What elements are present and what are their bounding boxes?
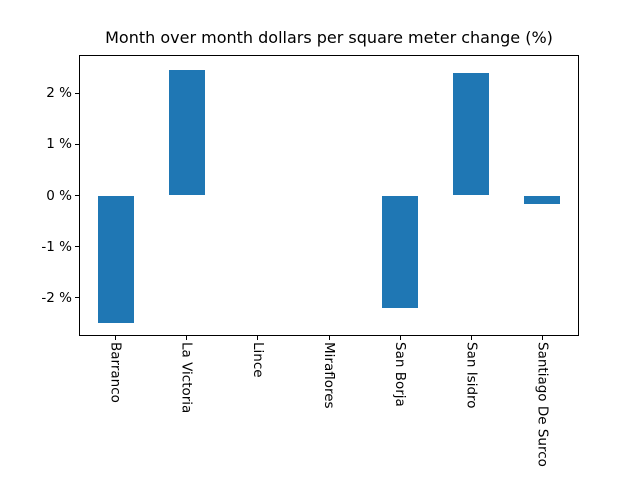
y-tick-mark [75, 143, 79, 145]
bar-santiago-de-surco [524, 195, 561, 204]
x-tick-mark [115, 336, 117, 340]
y-tick-label: -2 % [41, 289, 72, 306]
bar-san-borja [382, 195, 419, 308]
x-tick-mark [257, 336, 259, 340]
y-tick-mark [75, 92, 79, 94]
bar-barranco [97, 195, 134, 323]
y-tick-label: 1 % [46, 136, 72, 153]
x-tick-mark [328, 336, 330, 340]
y-tick-label: 2 % [46, 85, 72, 102]
x-tick-label: San Borja [392, 342, 409, 407]
x-tick-mark [541, 336, 543, 340]
y-tick-label: -1 % [41, 238, 72, 255]
chart-title: Month over month dollars per square mete… [105, 28, 553, 47]
y-tick-label: 0 % [46, 187, 72, 204]
x-tick-label: Santiago De Surco [534, 342, 551, 467]
x-tick-label: Lince [249, 342, 266, 378]
x-tick-mark [186, 336, 188, 340]
bar-san-isidro [453, 72, 490, 196]
y-tick-mark [75, 246, 79, 248]
y-tick-mark [75, 195, 79, 196]
y-tick-mark [75, 297, 79, 299]
x-tick-mark [470, 336, 472, 340]
bar-la-victoria [168, 70, 205, 196]
x-tick-label: San Isidro [463, 342, 480, 409]
x-tick-label: Miraflores [321, 342, 337, 409]
x-tick-label: La Victoria [178, 342, 195, 414]
x-tick-label: Barranco [107, 342, 124, 403]
plot-area [79, 55, 579, 336]
x-tick-mark [399, 336, 401, 340]
